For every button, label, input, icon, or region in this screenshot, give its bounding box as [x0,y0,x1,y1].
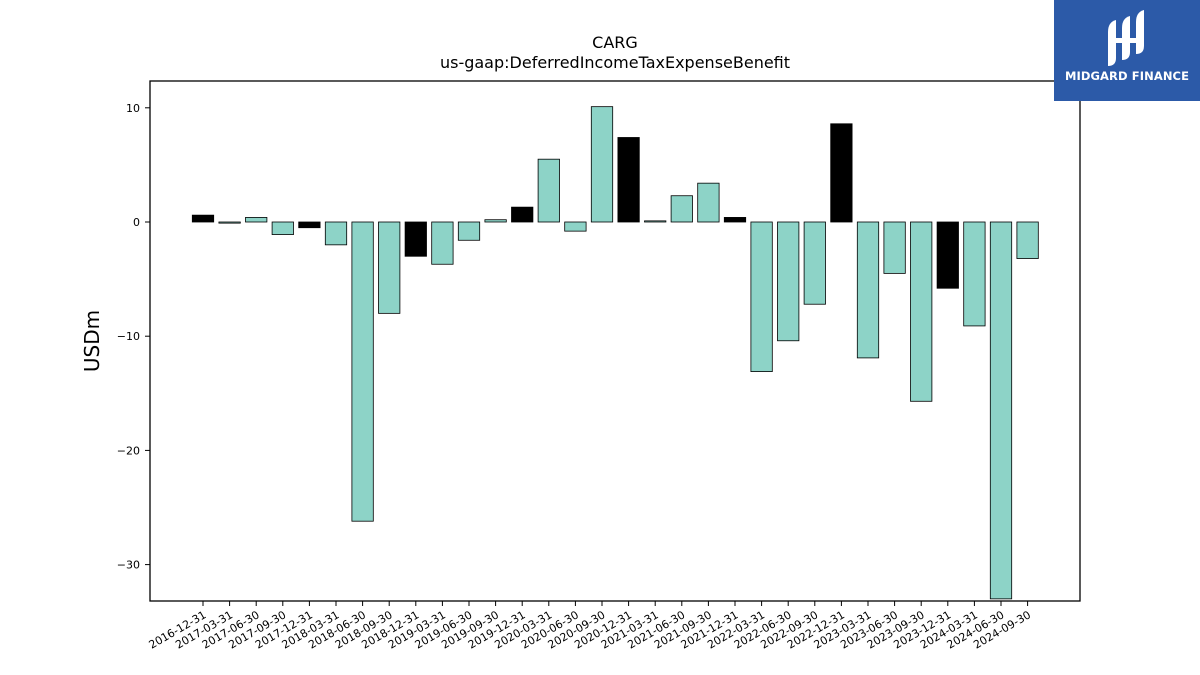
y-tick-label: −10 [117,330,140,343]
bar-2021-09-30 [697,182,720,223]
bars-group [191,106,1039,600]
bar-2019-12-31 [511,206,534,223]
logo-text: MIDGARD FINANCE [1064,69,1190,83]
bar-2018-09-30 [378,221,401,314]
bar-2024-09-30 [1016,221,1039,259]
y-tick-label: 10 [126,102,140,115]
bar-2018-12-31 [404,221,427,257]
bar-2024-03-31 [963,221,986,327]
plot-frame [149,80,1081,602]
bar-2016-12-31 [191,214,215,223]
bar-2022-12-31 [830,123,853,223]
bar-2021-06-30 [670,195,693,223]
bar-2020-09-30 [590,106,614,223]
y-axis-label: USDm [80,310,104,372]
x-axis-ticks: 2016-12-312017-03-312017-06-302017-09-30… [147,601,1033,652]
bar-2020-06-30 [564,221,587,232]
bar-2022-03-31 [750,221,773,373]
bar-2017-12-31 [298,221,321,229]
bar-2017-03-31 [218,221,241,224]
bar-2019-03-31 [431,221,454,265]
bar-2021-03-31 [644,220,667,223]
bar-2020-03-31 [537,158,560,223]
bar-2023-12-31 [936,221,959,289]
bar-2019-06-30 [457,221,481,241]
y-axis-ticks: 10 0 −10 −20 −30 [117,102,150,572]
bar-2020-12-31 [617,137,640,223]
bar-2023-03-31 [856,221,880,359]
bar-2021-12-31 [723,217,747,223]
bar-2023-09-30 [910,221,933,402]
y-tick-label: −30 [117,559,140,572]
bar-2017-09-30 [271,221,294,235]
bar-2018-06-30 [351,221,374,522]
midgard-finance-logo: MIDGARD FINANCE [1054,0,1200,101]
y-tick-label: −20 [117,444,140,457]
chart-subtitle: us-gaap:DeferredIncomeTaxExpenseBenefit [440,53,790,72]
bar-2017-06-30 [245,217,268,223]
bar-2019-09-30 [484,219,507,223]
bar-2018-03-31 [324,221,348,246]
y-tick-label: 0 [133,216,140,229]
bar-2022-09-30 [803,221,826,305]
bar-2023-06-30 [883,221,906,274]
logo-mark-icon [1108,10,1144,66]
bar-2024-06-30 [989,221,1013,600]
bar-2022-06-30 [777,221,800,342]
chart-title: CARG [592,33,638,52]
